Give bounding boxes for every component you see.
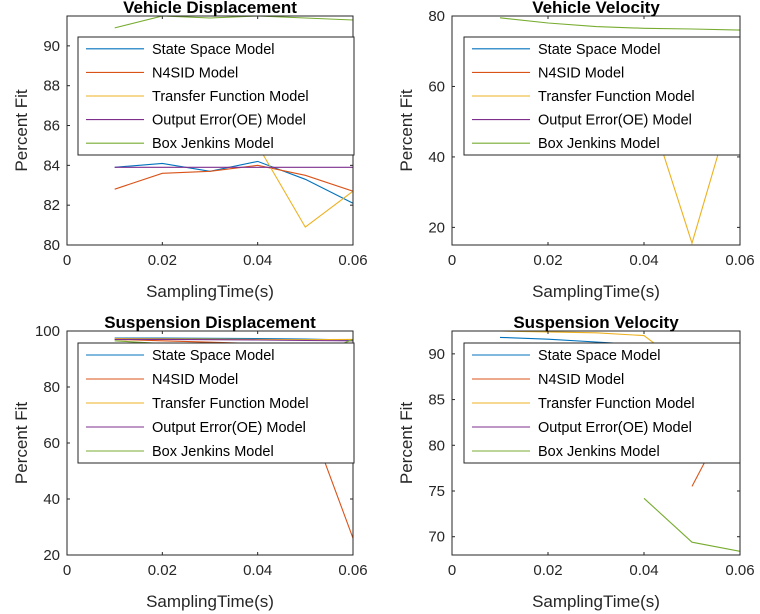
series-line-box-jenkins-model (499, 17, 740, 31)
y-tick-label: 90 (428, 346, 445, 363)
x-tick-label: 0.06 (338, 562, 367, 579)
legend-label-state-space-model: State Space Model (538, 42, 661, 58)
legend: State Space Model N4SID Model Transfer Fun… (77, 36, 355, 156)
x-tick-label: 0.02 (148, 252, 177, 269)
x-tick-label: 0.04 (629, 252, 658, 269)
x-tick-label: 0.06 (725, 252, 754, 269)
legend-label-output-error-oe-model: Output Error(OE) Model (152, 113, 306, 129)
legend-label-box-jenkins-model: Box Jenkins Model (538, 136, 660, 152)
y-tick-label: 80 (43, 237, 60, 254)
y-tick-label: 20 (428, 219, 445, 236)
chart-suspension-displacement: 0 0.02 0.04 0.06 20 40 60 80 100 Suspension Displ… (12, 313, 368, 611)
legend: State Space Model N4SID Model Transfer Fun… (77, 342, 355, 464)
y-tick-label: 40 (428, 149, 445, 166)
y-tick-label: 80 (43, 379, 60, 396)
y-tick-label: 70 (428, 529, 445, 546)
y-tick-label: 80 (428, 437, 445, 454)
y-tick-label: 88 (43, 78, 60, 95)
legend-label-transfer-function-model: Transfer Function Model (152, 396, 309, 412)
x-tick-label: 0.06 (338, 252, 367, 269)
series-line-box-jenkins-model (114, 16, 353, 29)
x-axis-label: SamplingTime(s) (532, 282, 660, 301)
series-line-transfer-function-model (257, 145, 353, 228)
chart-title: Suspension Displacement (104, 313, 316, 332)
x-tick-label: 0 (448, 562, 456, 579)
legend: State Space Model N4SID Model Transfer Fun… (463, 36, 741, 156)
legend-label-state-space-model: State Space Model (152, 348, 275, 364)
y-tick-label: 82 (43, 197, 60, 214)
x-tick-label: 0.02 (533, 252, 562, 269)
legend-label-box-jenkins-model: Box Jenkins Model (538, 444, 660, 460)
y-tick-label: 60 (43, 435, 60, 452)
x-tick-label: 0.02 (148, 562, 177, 579)
chart-vehicle-displacement: 0 0.02 0.04 0.06 80 82 84 86 88 90 Vehicle Displac… (12, 0, 368, 301)
legend-label-output-error-oe-model: Output Error(OE) Model (538, 420, 692, 436)
y-tick-label: 75 (428, 483, 445, 500)
chart-suspension-velocity: 0 0.02 0.04 0.06 70 75 80 85 90 Suspension Veloci… (397, 313, 755, 611)
y-tick-label: 80 (428, 8, 445, 25)
y-axis-label: Percent Fit (397, 89, 416, 171)
legend-label-transfer-function-model: Transfer Function Model (538, 89, 695, 105)
y-tick-label: 100 (35, 323, 60, 340)
x-axis-label: SamplingTime(s) (146, 592, 274, 611)
legend-label-box-jenkins-model: Box Jenkins Model (152, 136, 274, 152)
x-axis-label: SamplingTime(s) (532, 592, 660, 611)
series-line-state-space-model (114, 160, 353, 204)
y-tick-label: 40 (43, 491, 60, 508)
chart-title: Suspension Velocity (513, 313, 679, 332)
legend-label-output-error-oe-model: Output Error(OE) Model (538, 113, 692, 129)
legend-label-transfer-function-model: Transfer Function Model (538, 396, 695, 412)
y-axis-label: Percent Fit (397, 402, 416, 484)
chart-vehicle-velocity: 0 0.02 0.04 0.06 20 40 60 80 Vehicle Velocity Sam… (397, 0, 755, 301)
legend: State Space Model N4SID Model Transfer Fun… (463, 342, 741, 464)
legend-label-output-error-oe-model: Output Error(OE) Model (152, 420, 306, 436)
x-tick-label: 0 (448, 252, 456, 269)
chart-title: Vehicle Displacement (123, 0, 297, 17)
x-tick-label: 0 (63, 562, 71, 579)
y-tick-label: 20 (43, 547, 60, 564)
y-tick-label: 60 (428, 78, 445, 95)
x-tick-label: 0.02 (533, 562, 562, 579)
series-line-n4sid-model (114, 164, 353, 192)
x-tick-label: 0 (63, 252, 71, 269)
legend-label-box-jenkins-model: Box Jenkins Model (152, 444, 274, 460)
y-tick-label: 85 (428, 392, 445, 409)
legend-label-n4sid-model: N4SID Model (152, 65, 238, 81)
series-line-transfer-function-model (114, 338, 353, 341)
y-axis-label: Percent Fit (12, 402, 31, 484)
y-tick-label: 84 (43, 157, 60, 174)
legend-label-transfer-function-model: Transfer Function Model (152, 89, 309, 105)
y-tick-label: 86 (43, 118, 60, 135)
legend-label-n4sid-model: N4SID Model (538, 65, 624, 81)
legend-label-n4sid-model: N4SID Model (152, 372, 238, 388)
y-tick-label: 90 (43, 38, 60, 55)
x-tick-label: 0.04 (629, 562, 658, 579)
legend-label-state-space-model: State Space Model (152, 42, 275, 58)
x-tick-label: 0.06 (725, 562, 754, 579)
x-tick-label: 0.04 (243, 252, 272, 269)
legend-label-n4sid-model: N4SID Model (538, 372, 624, 388)
x-axis-label: SamplingTime(s) (146, 282, 274, 301)
x-tick-label: 0.04 (243, 562, 272, 579)
y-axis-label: Percent Fit (12, 89, 31, 171)
series-lines (114, 16, 353, 228)
legend-label-state-space-model: State Space Model (538, 348, 661, 364)
series-line-output-error-oe-model (114, 338, 353, 342)
series-line-box-jenkins-model (643, 497, 740, 552)
chart-title: Vehicle Velocity (532, 0, 660, 17)
